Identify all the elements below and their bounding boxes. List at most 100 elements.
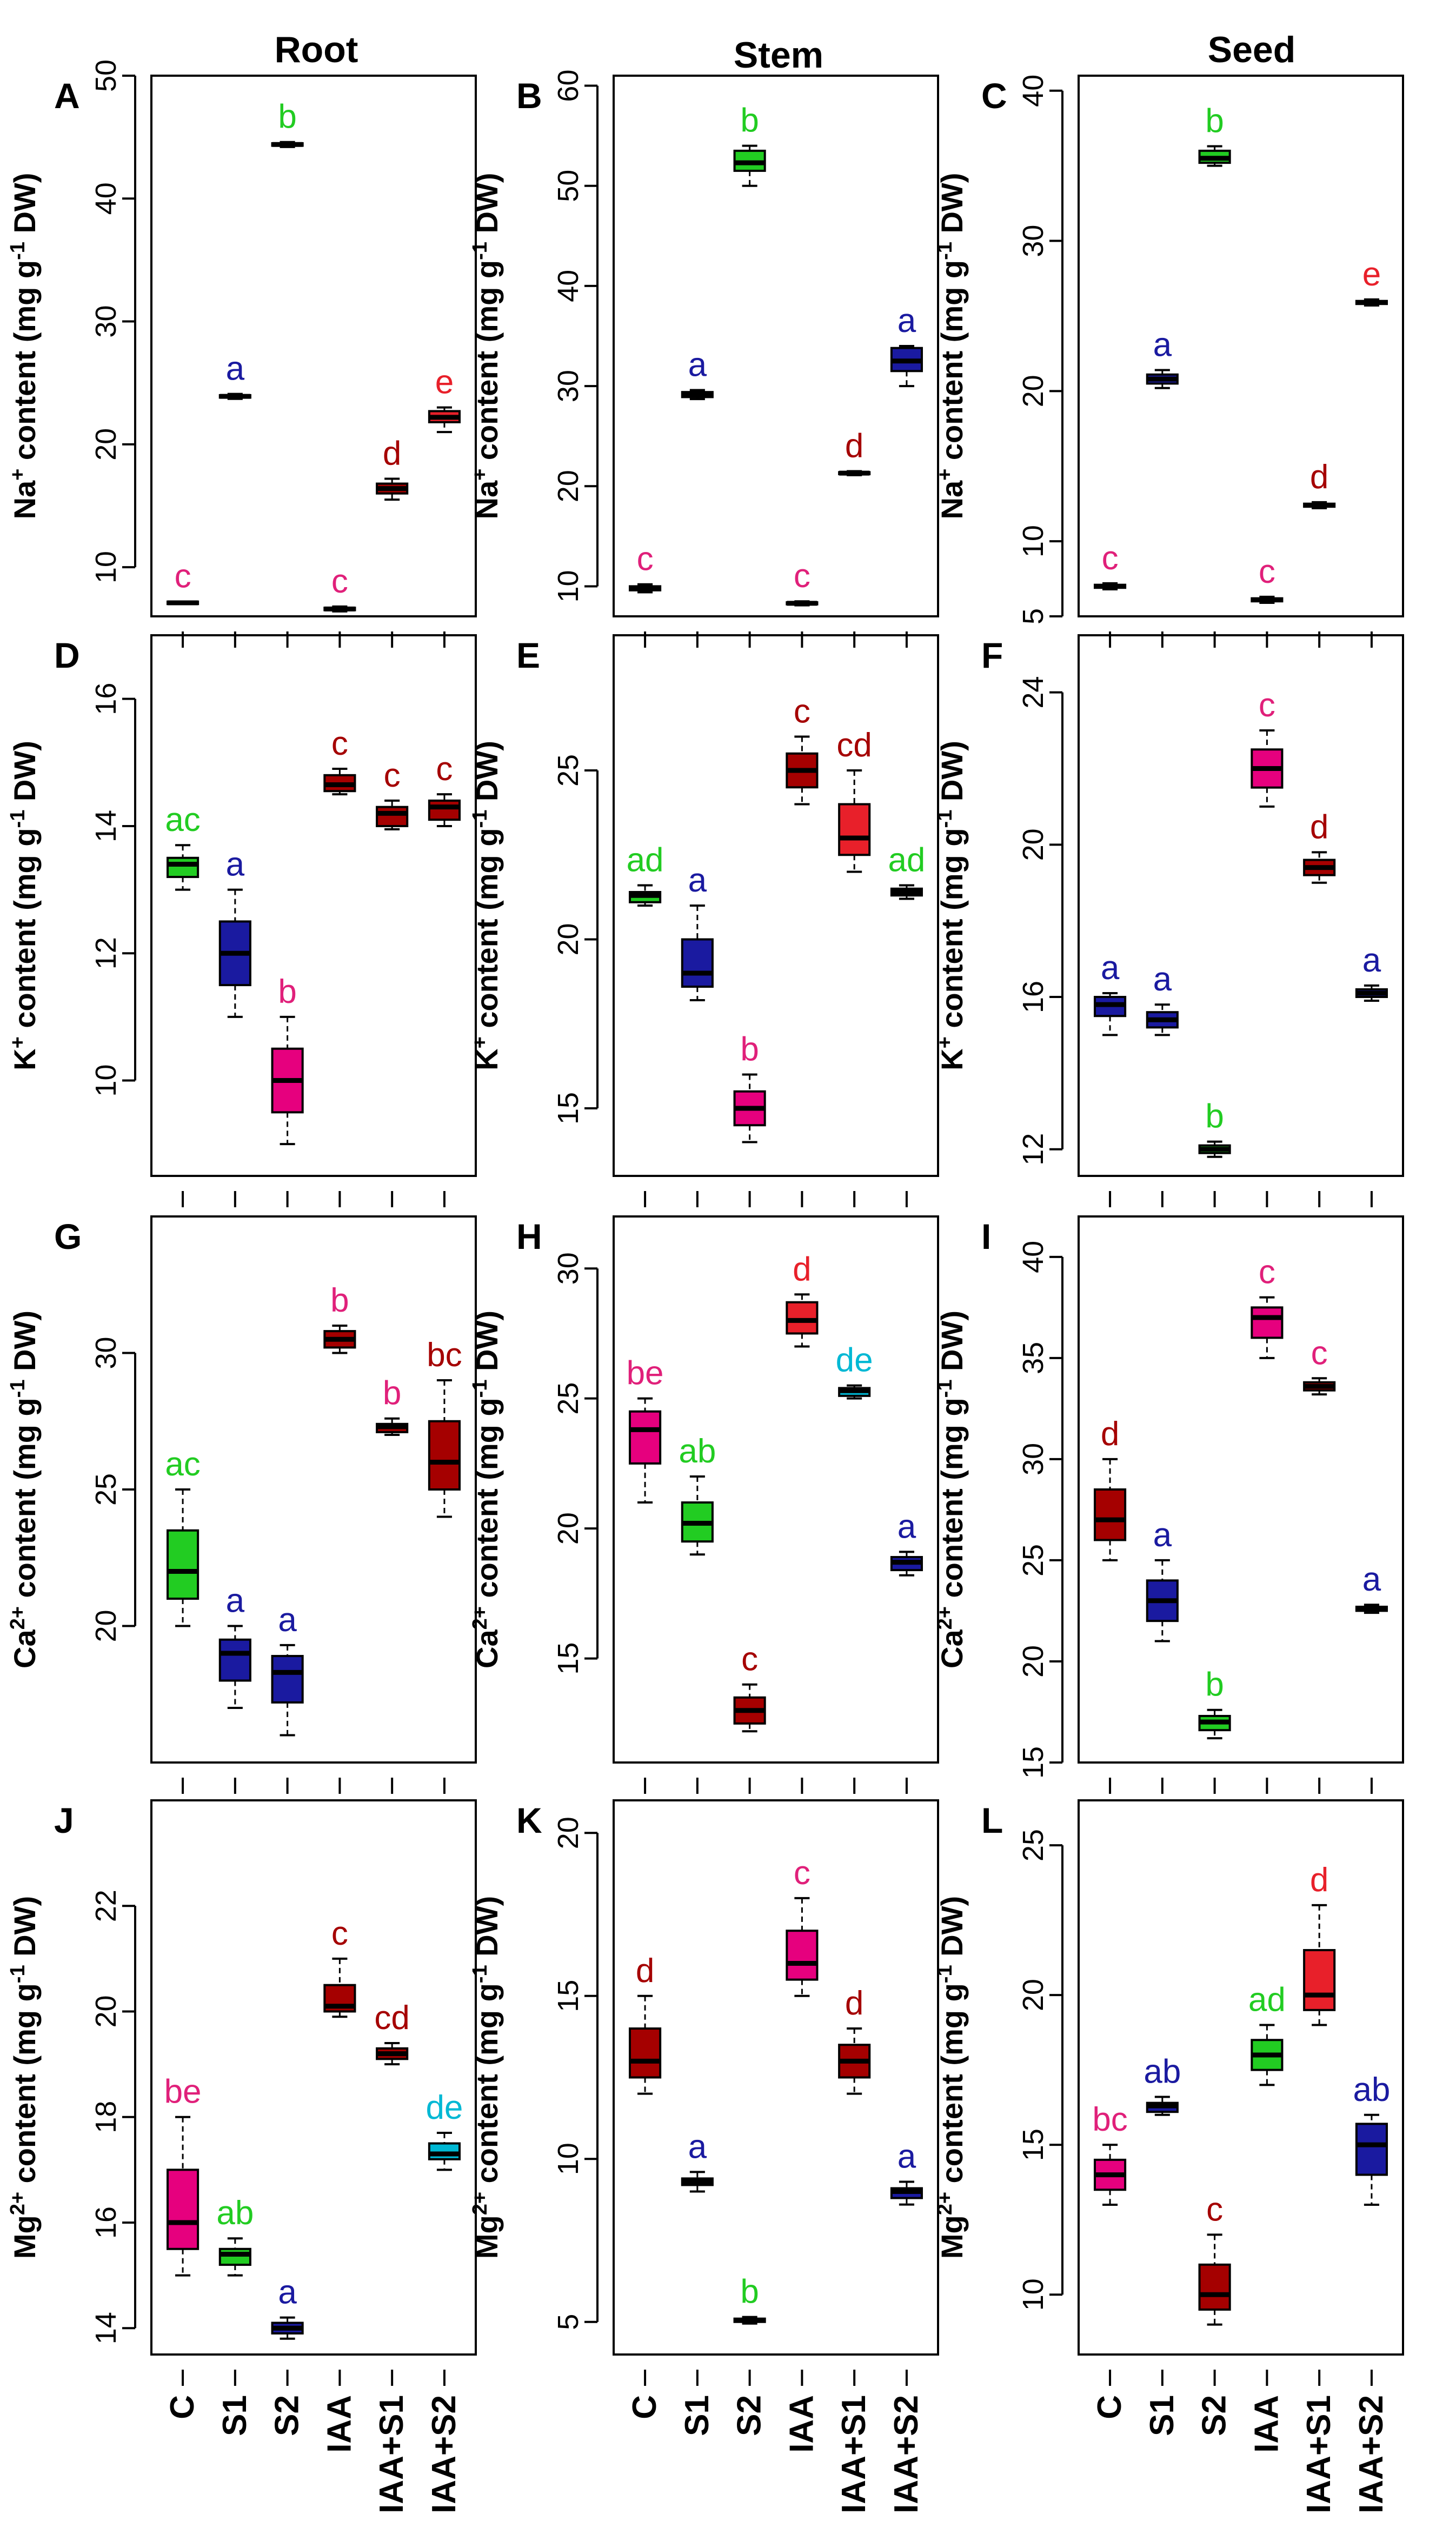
x-category-label: IAA+S2 bbox=[1353, 2395, 1390, 2513]
significance-label: b bbox=[1205, 103, 1224, 140]
y-axis-label: K+ content (mg g-1 DW) bbox=[469, 741, 504, 1070]
panel-a: A 10 20 30 40 50 Na+ content (mg g-1 DW) c a b c de bbox=[6, 59, 477, 648]
significance-label: c bbox=[1259, 687, 1275, 724]
x-category-label: S2 bbox=[269, 2395, 306, 2436]
significance-label: ab bbox=[679, 1433, 716, 1470]
box-iaa: c bbox=[786, 1854, 819, 1997]
box-iaa-s1: c bbox=[376, 757, 409, 830]
box-iqr bbox=[1251, 1306, 1284, 1339]
box-iaa-s1: cd bbox=[374, 1999, 410, 2066]
box-iqr bbox=[218, 1638, 251, 1682]
box-s2: b bbox=[733, 102, 766, 187]
y-tick-label: 15 bbox=[1017, 1746, 1049, 1779]
significance-label: b bbox=[1205, 1098, 1224, 1135]
significance-label: a bbox=[897, 2138, 916, 2175]
box-iqr bbox=[428, 2142, 461, 2160]
y-tick-label: 40 bbox=[1017, 1241, 1049, 1273]
panel-label: G bbox=[54, 1216, 82, 1256]
x-category-label: C bbox=[626, 2395, 663, 2419]
box-s2: c bbox=[733, 1641, 766, 1733]
significance-label: ab bbox=[1353, 2071, 1390, 2109]
box-iaa: ad bbox=[1248, 1981, 1286, 2086]
y-tick-label: 25 bbox=[552, 754, 584, 787]
significance-label: a bbox=[897, 1508, 916, 1545]
significance-label: bc bbox=[427, 1336, 462, 1374]
y-tick-label: 30 bbox=[90, 1336, 122, 1369]
y-tick-label: 20 bbox=[552, 1817, 584, 1849]
significance-label: b bbox=[278, 98, 296, 136]
y-tick-label: 20 bbox=[552, 470, 584, 502]
y-axis-label: Mg2+ content (mg g-1 DW) bbox=[469, 1896, 504, 2259]
significance-label: a bbox=[1362, 942, 1381, 979]
box-iqr bbox=[1303, 1949, 1336, 2011]
x-category-label: IAA+S1 bbox=[1300, 2395, 1338, 2513]
y-tick-label: 16 bbox=[1017, 981, 1049, 1013]
box-iaa-s1: d bbox=[838, 427, 871, 476]
y-tick-label: 30 bbox=[1017, 225, 1049, 257]
box-iqr bbox=[218, 2247, 251, 2266]
significance-label: a bbox=[1153, 1517, 1172, 1554]
x-category-label: IAA+S2 bbox=[888, 2395, 925, 2513]
significance-label: be bbox=[627, 1355, 664, 1392]
box-s1: a bbox=[218, 350, 251, 400]
box-s1: ab bbox=[679, 1433, 716, 1556]
box-iaa-s1: d bbox=[376, 435, 409, 501]
box-s2: c bbox=[1198, 2191, 1231, 2326]
box-iqr bbox=[376, 806, 409, 827]
significance-label: c bbox=[384, 757, 401, 794]
y-axis-label: K+ content (mg g-1 DW) bbox=[6, 741, 42, 1070]
significance-label: a bbox=[278, 1601, 297, 1639]
box-s2: b bbox=[1198, 1666, 1231, 1740]
significance-label: a bbox=[226, 1582, 245, 1620]
y-axis-label: Na+ content (mg g-1 DW) bbox=[6, 173, 42, 520]
significance-label: d bbox=[1101, 1415, 1119, 1453]
plot-frame bbox=[613, 75, 939, 617]
box-iqr bbox=[786, 1301, 819, 1335]
box-iaa: c bbox=[1251, 1254, 1284, 1359]
significance-label: b bbox=[740, 1031, 759, 1068]
box-s1: a bbox=[1146, 326, 1179, 389]
significance-label: ac bbox=[165, 801, 200, 839]
y-tick-label: 12 bbox=[90, 937, 122, 969]
box-iaa-s2: c bbox=[428, 750, 461, 827]
box-s2: b bbox=[271, 973, 304, 1146]
significance-label: a bbox=[278, 2274, 297, 2311]
plot-frame bbox=[150, 634, 477, 1177]
y-tick-label: 30 bbox=[552, 1252, 584, 1285]
y-tick-label: 30 bbox=[90, 305, 122, 338]
box-iaa-s2: a bbox=[1355, 1561, 1388, 1614]
panel-h: H 15 20 25 30 Ca2+ content (mg g-1 DW) be ab c d d… bbox=[469, 1215, 939, 1794]
y-tick-label: 20 bbox=[552, 1512, 584, 1545]
box-c: ad bbox=[627, 842, 664, 907]
y-tick-label: 12 bbox=[1017, 1133, 1049, 1166]
box-c: ac bbox=[165, 1446, 201, 1627]
box-iqr bbox=[629, 2027, 662, 2079]
significance-label: de bbox=[426, 2089, 463, 2126]
box-iaa: c bbox=[786, 557, 819, 607]
x-category-label: S1 bbox=[216, 2395, 254, 2436]
box-iqr bbox=[428, 1420, 461, 1491]
y-tick-label: 20 bbox=[1017, 1645, 1049, 1678]
x-category-label: S2 bbox=[731, 2395, 768, 2436]
y-axis-label: K+ content (mg g-1 DW) bbox=[934, 741, 969, 1070]
significance-label: b bbox=[383, 1375, 401, 1412]
panel-label: H bbox=[516, 1216, 542, 1256]
box-c: be bbox=[627, 1355, 664, 1504]
box-c: bc bbox=[1092, 2101, 1128, 2206]
y-tick-label: 60 bbox=[552, 69, 584, 102]
significance-label: ab bbox=[1143, 2053, 1181, 2091]
box-c: be bbox=[164, 2073, 202, 2277]
y-tick-label: 40 bbox=[552, 270, 584, 302]
y-tick-label: 20 bbox=[90, 428, 122, 461]
significance-label: c bbox=[794, 693, 810, 730]
panel-b: B 10 20 30 40 50 60 Na+ content (mg g-1 DW) c a b c… bbox=[469, 69, 939, 648]
significance-label: bc bbox=[1092, 2101, 1127, 2138]
significance-label: d bbox=[1310, 1861, 1328, 1899]
y-tick-label: 10 bbox=[552, 570, 584, 602]
box-s2: b bbox=[1198, 103, 1231, 167]
significance-label: c bbox=[1259, 553, 1275, 590]
y-tick-label: 20 bbox=[1017, 828, 1049, 861]
significance-label: c bbox=[637, 541, 654, 578]
